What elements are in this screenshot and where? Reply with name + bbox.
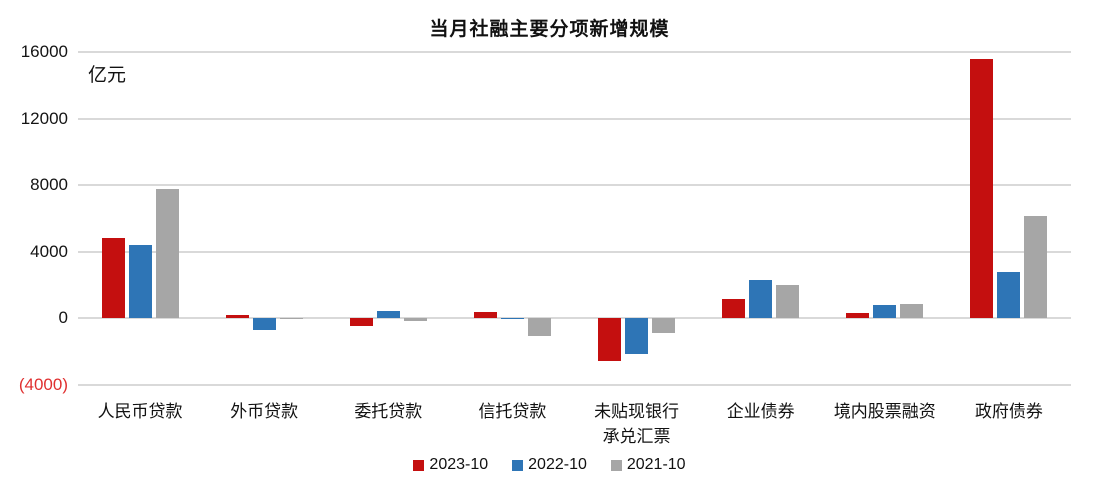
- x-axis-tick-label: 政府债券: [974, 402, 1043, 421]
- y-axis-tick-label: 0: [58, 308, 68, 328]
- x-axis-tick-label: 信托贷款: [478, 402, 547, 421]
- bar-2021-10-7: [1024, 215, 1048, 319]
- bar-2022-10-7: [997, 271, 1021, 319]
- legend-swatch-icon: [512, 459, 524, 471]
- gridline-4000: [78, 250, 1071, 253]
- legend-item-2021-10: 2021-10: [610, 456, 686, 474]
- bar-2023-10-4: [598, 318, 622, 361]
- bar-2021-10-5: [776, 284, 800, 319]
- bar-2022-10-0: [128, 244, 152, 319]
- bar-2023-10-0: [101, 237, 125, 319]
- gridline-16000: [78, 51, 1071, 53]
- bar-2021-10-4: [652, 318, 676, 334]
- gridline--4000: [78, 384, 1071, 386]
- bar-2021-10-1: [279, 318, 303, 320]
- legend-item-2023-10: 2023-10: [413, 456, 488, 474]
- y-axis-tick-label: 8000: [30, 175, 68, 195]
- gridline-12000: [78, 117, 1071, 120]
- bar-2022-10-1: [252, 318, 276, 331]
- bar-2022-10-3: [500, 318, 524, 320]
- gridline-0: [78, 317, 1071, 320]
- x-axis-tick-label: 企业债券: [726, 402, 795, 421]
- bar-2023-10-3: [473, 311, 497, 319]
- bar-2021-10-0: [155, 189, 179, 319]
- bar-2021-10-3: [527, 318, 551, 337]
- bar-2023-10-1: [225, 314, 249, 319]
- bar-2023-10-6: [846, 313, 870, 319]
- chart-title: 当月社融主要分项新增规模: [429, 19, 670, 40]
- bar-2022-10-4: [625, 318, 649, 355]
- bar-2021-10-6: [900, 304, 924, 319]
- bar-2022-10-6: [873, 305, 897, 319]
- legend: 2023-10 2022-10 2021-10: [0, 456, 1099, 474]
- legend-item-2022-10: 2022-10: [512, 456, 587, 474]
- x-axis-tick-label: 未贴现银行 承兑汇票: [594, 402, 680, 446]
- x-axis-tick-label: 境内股票融资: [833, 402, 936, 421]
- legend-label: 2022-10: [528, 456, 587, 473]
- y-axis-tick-label: 16000: [20, 42, 68, 61]
- bar-2022-10-2: [376, 310, 400, 319]
- x-axis-tick-label: 外币贷款: [230, 402, 299, 421]
- x-axis-tick-label: 委托贷款: [354, 402, 423, 421]
- y-axis-tick-label: (4000): [18, 375, 68, 394]
- bar-2023-10-2: [349, 318, 373, 326]
- y-axis-unit-label: 亿元: [88, 65, 127, 86]
- legend-swatch-icon: [413, 459, 425, 471]
- x-axis-tick-label: 人民币贷款: [97, 402, 183, 421]
- gridline-8000: [78, 184, 1071, 187]
- bar-2023-10-7: [970, 58, 994, 319]
- y-axis-tick-label: 12000: [20, 108, 68, 128]
- bar-2023-10-5: [722, 299, 746, 319]
- y-axis-tick-label: 4000: [30, 241, 68, 261]
- legend-label: 2023-10: [429, 456, 489, 473]
- legend-label: 2021-10: [626, 456, 686, 473]
- bar-2022-10-5: [749, 279, 773, 319]
- legend-swatch-icon: [610, 459, 622, 471]
- bar-2021-10-2: [403, 318, 427, 322]
